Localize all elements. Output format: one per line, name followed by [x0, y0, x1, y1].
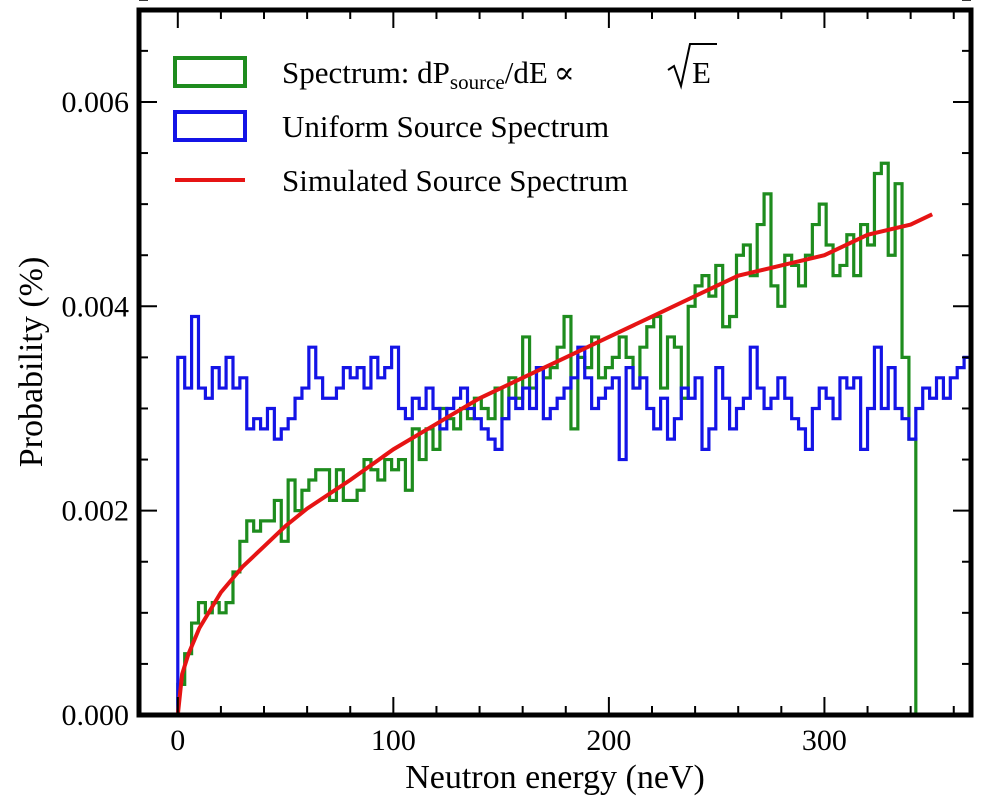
series-layer — [175, 161, 971, 715]
series-simulated-spectrum-line — [175, 212, 934, 715]
x-tick-labels: 0 100 200 300 — [170, 724, 847, 757]
y-tick-label: 0.004 — [62, 290, 130, 323]
y-tick-label: 0.006 — [62, 86, 130, 119]
plot-frame — [136, 7, 974, 718]
sqrt-symbol — [667, 43, 717, 90]
x-tick-label: 200 — [586, 724, 631, 757]
series-uniform-spectrum-line — [176, 314, 971, 715]
legend: Spectrum: dPsource/dE ∝ E Uniform Source … — [173, 43, 717, 198]
legend-swatch-spectrum — [173, 56, 247, 88]
x-tick-label: 0 — [170, 724, 185, 757]
x-tick-label: 100 — [371, 724, 416, 757]
legend-label-spectrum: Spectrum: dPsource/dE ∝ — [282, 55, 575, 94]
legend-label-uniform: Uniform Source Spectrum — [282, 109, 609, 144]
ticks-layer — [139, 0, 971, 716]
legend-swatch-uniform — [173, 110, 247, 142]
legend-label-simulated: Simulated Source Spectrum — [282, 163, 628, 198]
y-tick-label: 0.002 — [62, 495, 130, 528]
x-axis-title: Neutron energy (neV) — [405, 759, 705, 796]
series-sqrt-spectrum-line — [176, 161, 918, 715]
legend-radicand: E — [692, 55, 711, 90]
y-tick-labels: 0.000 0.002 0.004 0.006 — [62, 86, 130, 732]
y-tick-label: 0.000 — [62, 699, 130, 732]
y-axis-title: Probability (%) — [13, 257, 50, 468]
x-tick-label: 300 — [802, 724, 847, 757]
